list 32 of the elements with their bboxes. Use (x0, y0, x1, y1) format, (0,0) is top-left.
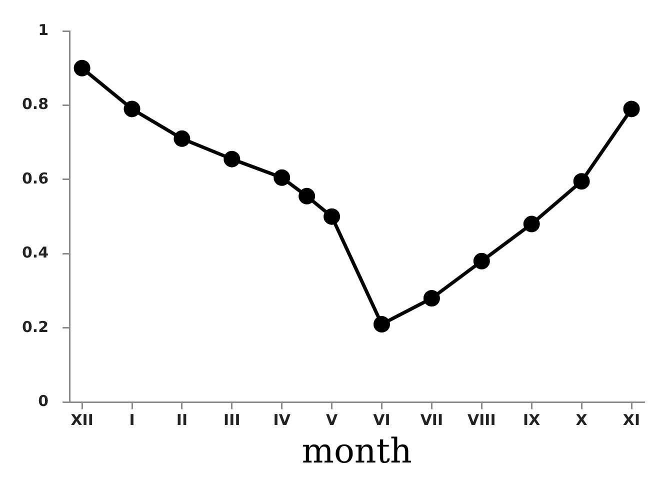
x-tick-label: VII (420, 411, 444, 430)
point (573, 173, 590, 190)
point (174, 130, 190, 147)
point (324, 208, 340, 225)
point (74, 60, 90, 76)
point (374, 316, 390, 332)
x-tick-label: VI (373, 411, 390, 430)
y-tick-label: 0 (38, 392, 49, 410)
x-tick-label: I (129, 411, 135, 430)
point (298, 188, 316, 204)
y-tick-label: 1 (38, 20, 49, 39)
y-tick-label: 0.4 (22, 244, 49, 262)
point (124, 100, 140, 118)
x-tick-label: III (224, 411, 240, 430)
point (473, 252, 490, 270)
x-axis-title: month (302, 431, 412, 472)
x-tick-label: IX (523, 411, 541, 430)
x-tick-label: V (326, 411, 338, 430)
x-tick-label: II (176, 411, 188, 430)
x-tick-label: IV (273, 411, 291, 430)
point (224, 150, 240, 168)
point (523, 216, 540, 232)
x-tick-label: VIII (467, 411, 496, 430)
y-tick-label: 0.2 (22, 318, 49, 336)
x-tick-label: XII (70, 411, 94, 430)
y-tick-label: 0.6 (22, 169, 49, 188)
x-tick-label: XI (622, 411, 640, 430)
point (623, 100, 640, 118)
point (423, 290, 440, 307)
x-tick-label: X (576, 411, 588, 430)
point (274, 169, 290, 186)
y-tick-label: 0.8 (22, 95, 49, 114)
